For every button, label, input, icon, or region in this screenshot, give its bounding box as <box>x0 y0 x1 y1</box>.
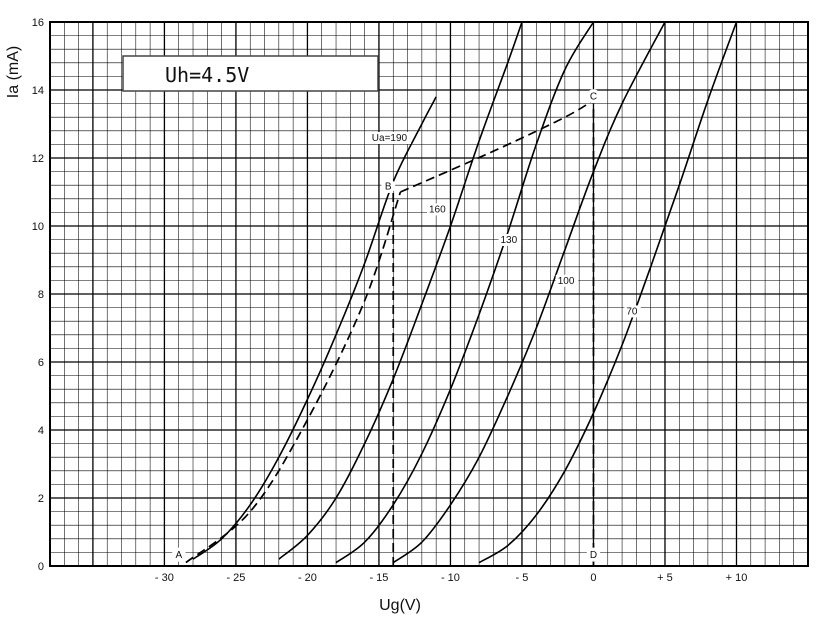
curve-label-3: 130 <box>501 235 518 246</box>
x-tick-label: - 15 <box>369 572 388 584</box>
points: A B C D <box>171 89 601 562</box>
dashed-line-1 <box>185 191 402 564</box>
y-tick-label: 6 <box>38 357 44 369</box>
x-tick-label: 0 <box>590 572 596 584</box>
x-tick-label: + 5 <box>657 572 673 584</box>
curve-3 <box>335 21 595 564</box>
heater-box-label: Uh=4.5V <box>165 63 249 87</box>
dashed-line-2 <box>400 99 594 193</box>
curve-2 <box>278 21 523 560</box>
point-bg <box>586 89 601 104</box>
point-bg <box>171 547 186 562</box>
y-tick-label: 10 <box>32 221 44 233</box>
y-tick-label: 12 <box>32 153 44 165</box>
curve-label-bg <box>555 274 579 287</box>
y-tick-labels: 0 2 4 6 8 10 12 14 16 <box>32 17 44 573</box>
x-tick-label: + 10 <box>726 572 748 584</box>
curve-5 <box>478 21 738 564</box>
point-bg <box>586 547 601 562</box>
curve-label-bg <box>624 305 641 318</box>
x-tick-label: - 25 <box>226 572 245 584</box>
curve-label-2: 160 <box>429 204 446 215</box>
curve-labels: Ua=190 160 130 100 70 <box>369 132 641 318</box>
curve-4 <box>392 21 666 564</box>
point-c: C <box>590 92 597 103</box>
y-tick-label: 16 <box>32 17 44 29</box>
curve-1 <box>192 96 437 560</box>
grid <box>49 21 809 567</box>
y-tick-label: 2 <box>38 493 44 505</box>
point-bg <box>381 179 396 193</box>
heater-box: Uh=4.5V <box>122 55 379 92</box>
curve-label-5: 70 <box>626 306 638 317</box>
curves <box>192 21 738 564</box>
x-axis-title: Ug(V) <box>379 597 421 614</box>
x-tick-label: - 20 <box>298 572 317 584</box>
curve-label-bg <box>369 132 411 144</box>
plot-frame <box>49 21 809 567</box>
x-tick-label: - 5 <box>516 572 529 584</box>
dashed-load-lines <box>185 99 595 566</box>
curve-label-1: Ua=190 <box>372 133 408 144</box>
point-d: D <box>590 550 597 561</box>
y-tick-label: 8 <box>38 289 44 301</box>
y-axis-title: Ia (mA) <box>5 46 22 98</box>
x-tick-label: - 30 <box>155 572 174 584</box>
curve-label-bg <box>427 203 450 216</box>
x-tick-labels: - 30 - 25 - 20 - 15 - 10 - 5 0 + 5 + 10 <box>155 572 747 584</box>
y-tick-label: 0 <box>38 561 44 573</box>
y-tick-label: 4 <box>38 425 44 437</box>
point-b: B <box>385 182 392 193</box>
curve-label-4: 100 <box>558 276 575 287</box>
x-tick-label: - 10 <box>441 572 460 584</box>
y-tick-label: 14 <box>32 85 44 97</box>
curve-label-bg <box>498 234 522 246</box>
point-a: A <box>176 550 183 561</box>
